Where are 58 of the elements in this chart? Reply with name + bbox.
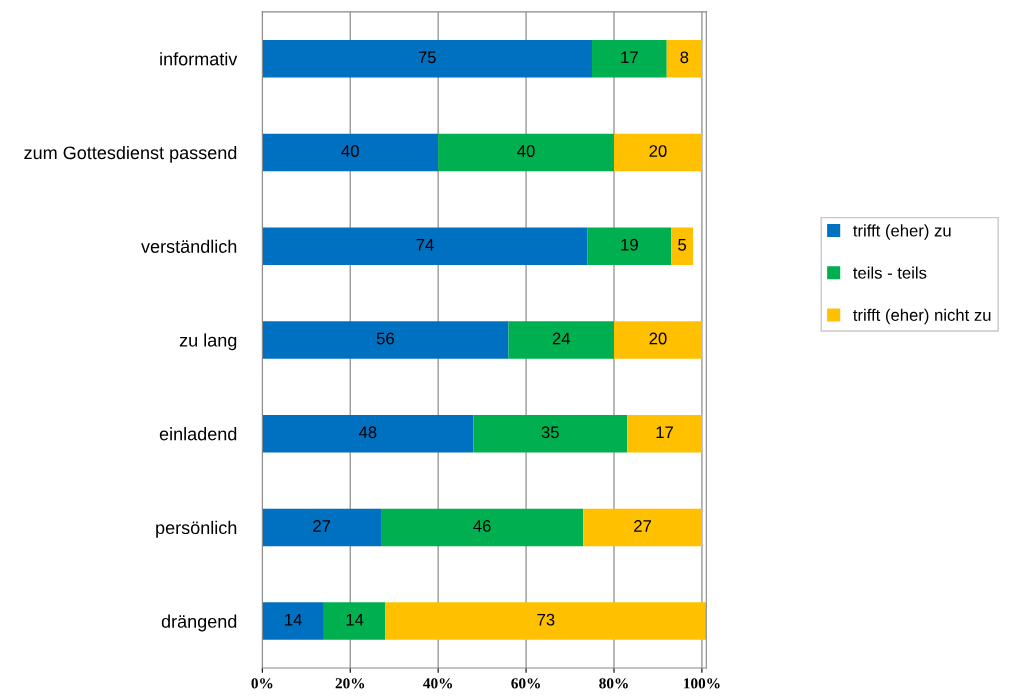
x-tick-label: 100% [684,678,720,689]
bar [262,133,439,172]
bar [613,321,702,359]
x-tick-label: 40% [423,678,453,689]
x-tick-label: 80% [599,678,628,689]
bar [613,133,702,172]
data-label: 14 [346,613,364,626]
bar [587,227,672,265]
bar [627,414,702,453]
data-label: 56 [376,332,394,345]
bar [381,508,584,547]
y-tick-label: persönlich [156,520,237,538]
bar [438,133,614,172]
bar [262,602,324,640]
data-label: 48 [358,426,377,439]
data-label: 74 [416,239,434,251]
data-label: 20 [649,145,667,157]
bar [262,39,593,78]
data-label: 8 [680,51,689,64]
data-label: 5 [678,239,687,251]
data-label: 24 [552,332,571,345]
bar [666,39,702,78]
legend-label: trifft (eher) zu [853,224,951,240]
x-tick-label: 20% [335,678,365,689]
x-tick-label: 0% [251,678,273,689]
data-label: 75 [418,51,436,64]
data-label: 73 [537,613,555,626]
y-tick-label: einladend [159,427,237,441]
bar [262,508,382,547]
data-label: 17 [621,51,638,64]
data-label: 46 [473,520,491,532]
y-tick-label: zu lang [179,333,237,351]
bar [262,414,474,453]
bar [671,227,694,265]
data-label: 40 [341,145,359,157]
data-label: 35 [541,426,559,439]
y-tick-label: informativ [160,52,238,66]
data-label: 27 [634,520,651,532]
data-label: 40 [517,145,535,157]
data-label: 20 [649,332,667,345]
y-tick-label: zum Gottesdienst passend [24,145,237,163]
legend-label: teils - teils [853,266,927,279]
bar [323,602,386,640]
data-label: 27 [313,520,331,532]
bar [592,39,667,78]
legend-label: trifft (eher) nicht zu [853,308,991,325]
bar [385,602,707,640]
bar [262,321,509,359]
y-tick-label: verständlich [141,239,237,253]
data-label: 14 [285,613,302,626]
data-label: 19 [621,238,638,251]
bar [508,321,614,359]
bar [262,227,588,265]
data-label: 17 [656,426,673,438]
bar [583,508,702,547]
x-tick-label: 60% [511,678,540,689]
bar [473,414,628,453]
y-tick-label: drängend [161,614,237,632]
